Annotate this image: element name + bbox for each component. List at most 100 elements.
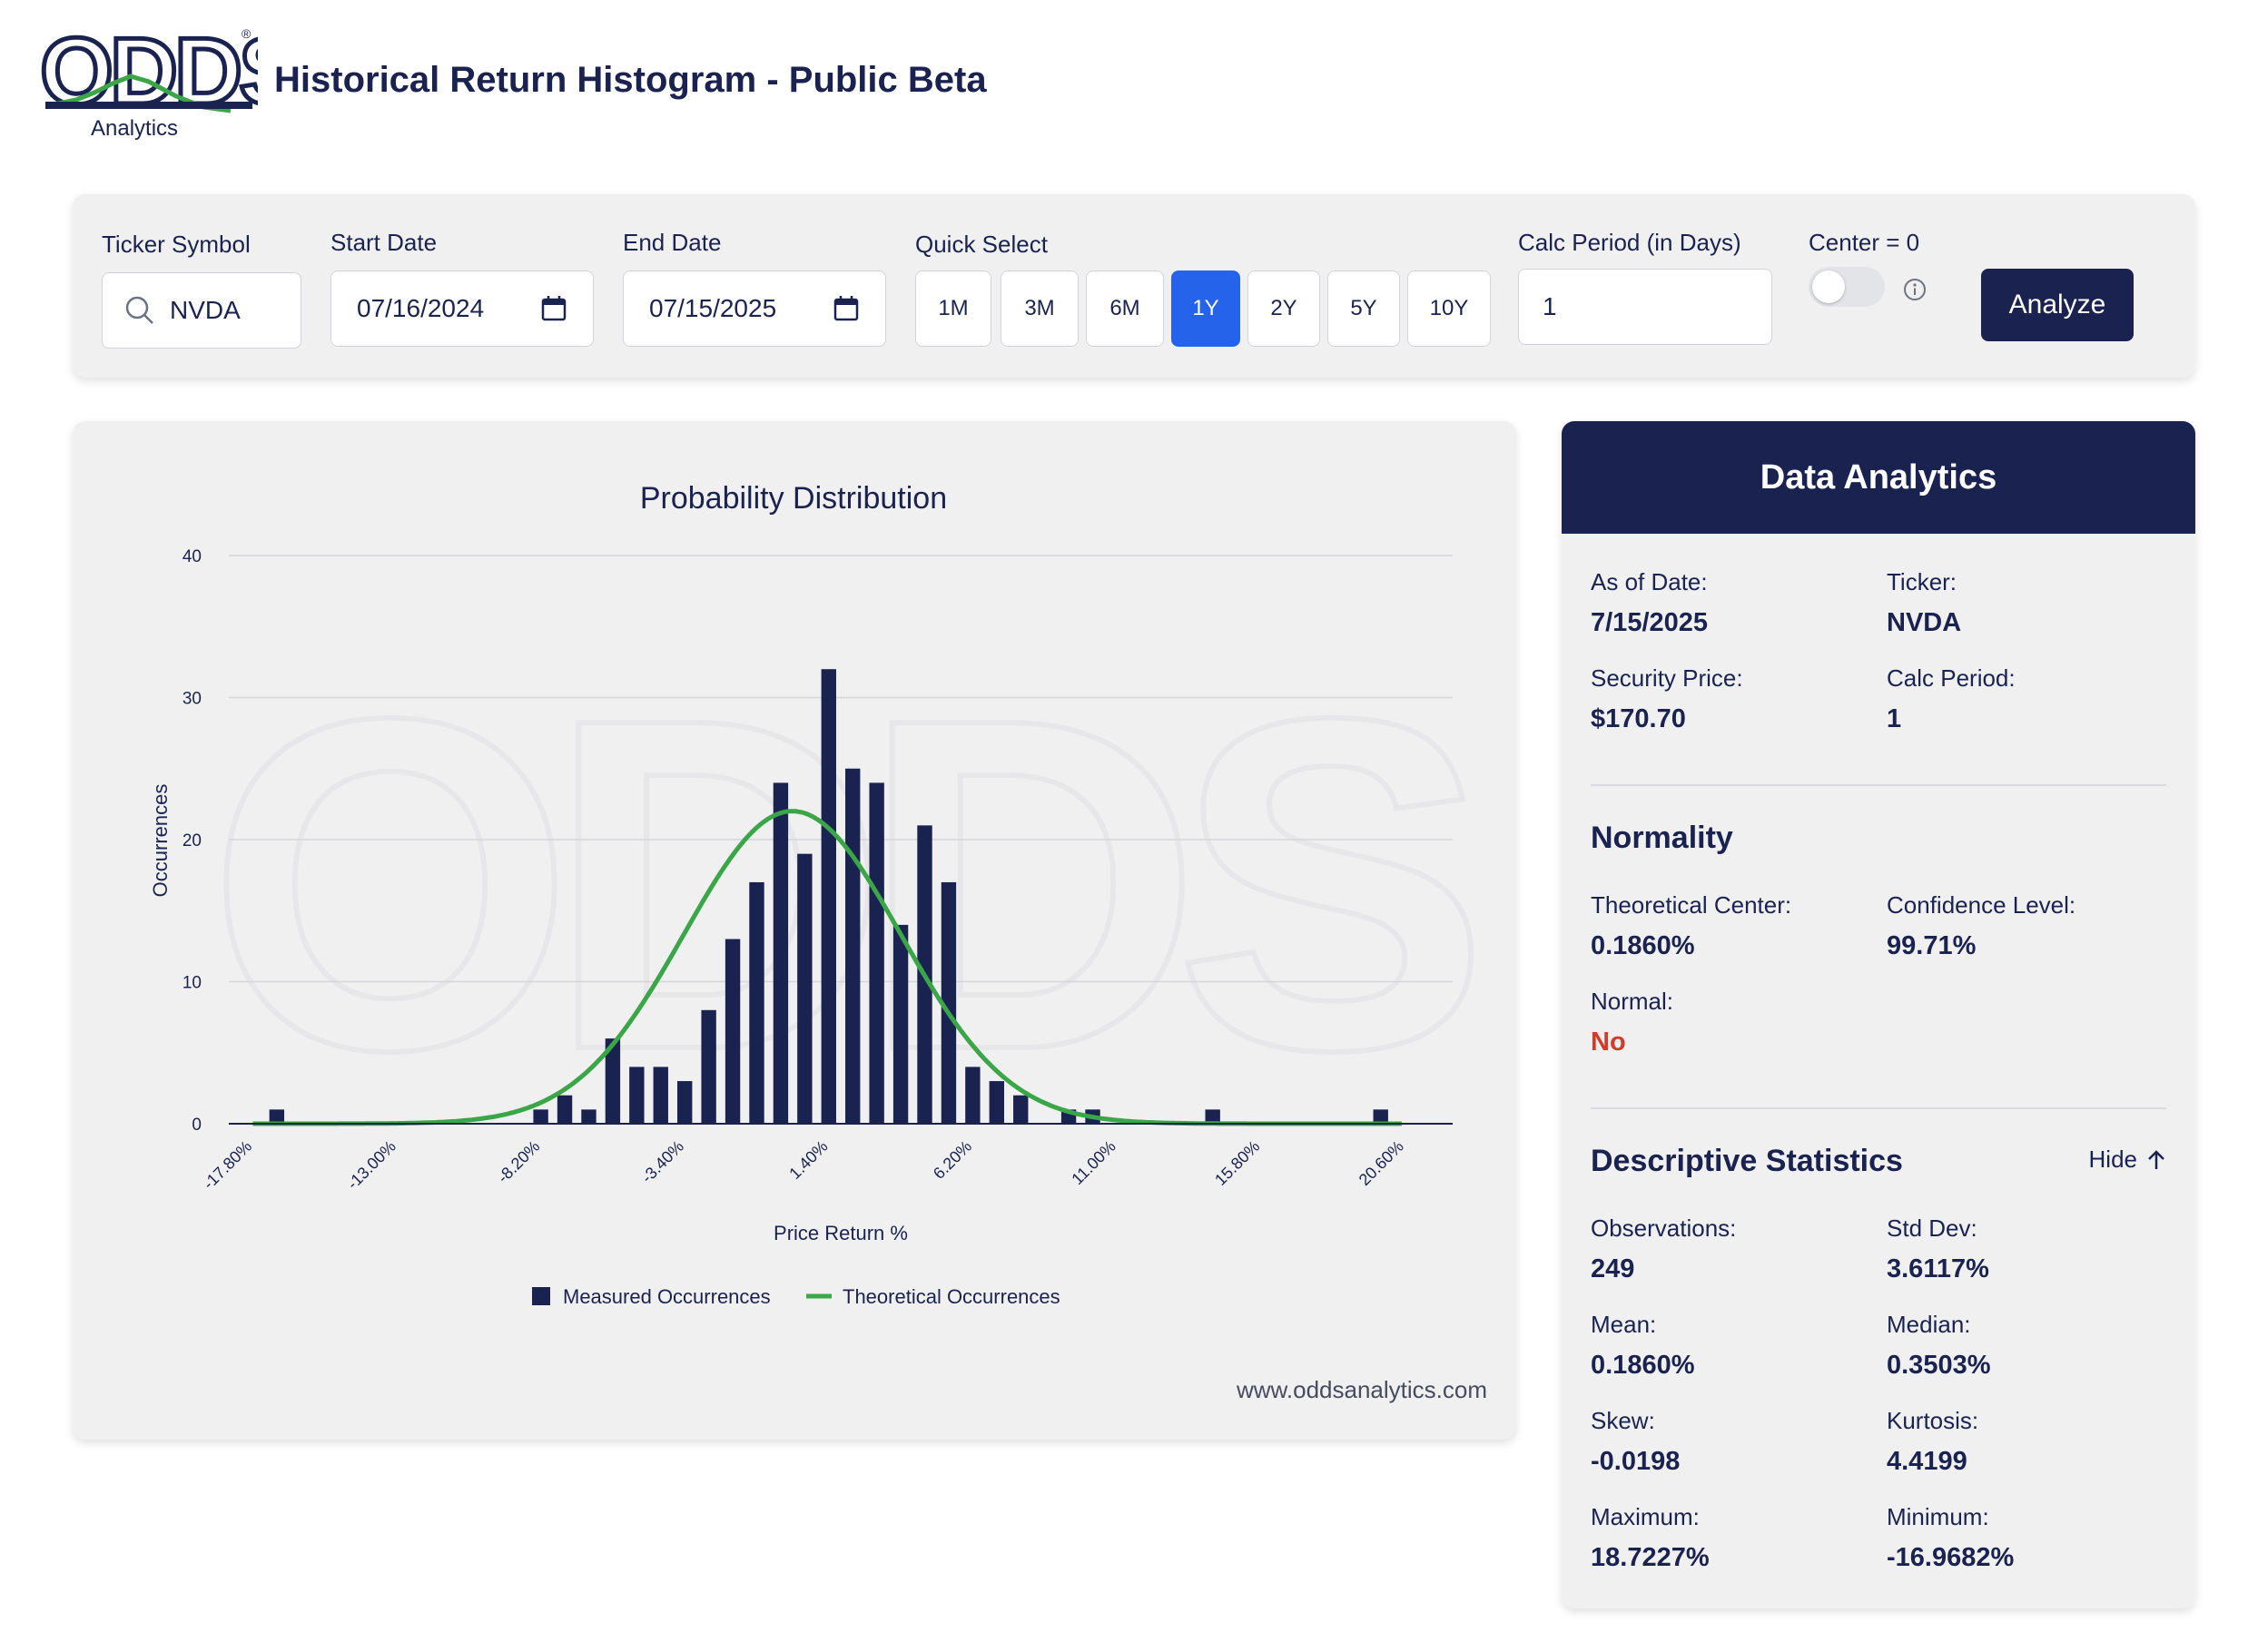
median-label: Median:: [1887, 1311, 1971, 1338]
calc-period-label: Calc Period (in Days): [1518, 229, 1741, 256]
page-title: Historical Return Histogram - Public Bet…: [274, 60, 987, 100]
measured-bar: [653, 1067, 668, 1124]
measured-bar: [533, 1109, 548, 1124]
skew-label: Skew:: [1591, 1407, 1655, 1434]
end-date-value: 07/15/2025: [649, 294, 777, 322]
skew-value: -0.0198: [1591, 1447, 1681, 1476]
center-zero-label: Center = 0: [1809, 229, 1920, 256]
info-icon[interactable]: [1903, 278, 1927, 301]
y-tick-label: 40: [182, 547, 202, 566]
quick-3m-button[interactable]: 3M: [1001, 270, 1079, 347]
measured-bar: [605, 1038, 621, 1124]
median-value: 0.3503%: [1887, 1351, 1991, 1380]
start-date-input[interactable]: 07/16/2024: [330, 270, 594, 347]
theoretical-center-label: Theoretical Center:: [1591, 891, 1792, 919]
quick-6m-button[interactable]: 6M: [1086, 270, 1164, 347]
svg-text:®: ®: [242, 26, 251, 41]
y-axis-label: Occurrences: [149, 784, 172, 898]
quick-1y-button[interactable]: 1Y: [1171, 270, 1240, 347]
descriptive-statistics-title: Descriptive Statistics: [1591, 1144, 1903, 1178]
normal-label: Normal:: [1591, 988, 1674, 1015]
measured-bar: [821, 669, 836, 1124]
calc-period-value: 1: [1887, 704, 1902, 733]
quick-1m-button[interactable]: 1M: [915, 270, 991, 347]
ticker-input[interactable]: NVDA: [102, 272, 301, 349]
measured-bar: [581, 1109, 597, 1124]
minimum-label: Minimum:: [1887, 1503, 1989, 1530]
analyze-button[interactable]: Analyze: [1981, 269, 2134, 341]
search-icon: [125, 296, 153, 324]
measured-bar: [797, 853, 813, 1124]
measured-bar: [725, 939, 741, 1124]
measured-bar: [557, 1095, 573, 1124]
y-tick-label: 30: [182, 690, 202, 709]
ticker-value: NVDA: [1887, 608, 1962, 637]
observations-label: Observations:: [1591, 1214, 1737, 1242]
security-price-label: Security Price:: [1591, 664, 1743, 692]
measured-bar: [1013, 1095, 1029, 1124]
measured-bar: [941, 881, 957, 1124]
calc-period-value: 1: [1543, 292, 1557, 320]
std-dev-value: 3.6117%: [1887, 1254, 1989, 1283]
end-date-label: End Date: [623, 229, 722, 256]
measured-bar: [869, 782, 884, 1124]
start-date-label: Start Date: [330, 229, 438, 256]
ticker-label: Ticker Symbol: [102, 231, 251, 258]
svg-text:ODDS: ODDS: [207, 621, 1477, 1148]
security-price-value: $170.70: [1591, 704, 1686, 733]
arrow-up-icon: [2148, 1149, 2164, 1169]
kurtosis-label: Kurtosis:: [1887, 1407, 1979, 1434]
quick-5y-button[interactable]: 5Y: [1327, 270, 1400, 347]
measured-bar: [749, 881, 764, 1124]
measured-bar: [1205, 1109, 1220, 1124]
confidence-level-value: 99.71%: [1887, 931, 1977, 960]
hide-button[interactable]: Hide: [2089, 1146, 2166, 1174]
measured-bar: [677, 1081, 693, 1124]
logo-subtitle: Analytics: [91, 116, 179, 141]
minimum-value: -16.9682%: [1887, 1543, 2015, 1572]
controls-card: Ticker Symbol NVDA Start Date 07/16/2024…: [73, 194, 2195, 378]
confidence-level-label: Confidence Level:: [1887, 891, 2076, 919]
maximum-value: 18.7227%: [1591, 1543, 1710, 1572]
calendar-icon[interactable]: [540, 295, 567, 322]
as-of-label: As of Date:: [1591, 568, 1708, 595]
measured-bar: [701, 1009, 716, 1124]
maximum-label: Maximum:: [1591, 1503, 1700, 1530]
y-axis-ticks: 0 10 20 30 40: [182, 547, 202, 1135]
mean-value: 0.1860%: [1591, 1351, 1695, 1380]
section-divider: [1591, 1107, 2166, 1109]
measured-bar: [269, 1109, 285, 1124]
measured-bar: [965, 1067, 981, 1124]
measured-bar: [629, 1067, 645, 1124]
x-axis-label: Price Return %: [774, 1222, 908, 1244]
theoretical-center-value: 0.1860%: [1591, 931, 1695, 960]
ticker-label: Ticker:: [1887, 568, 1957, 595]
measured-bar: [989, 1081, 1004, 1124]
center-zero-toggle[interactable]: [1809, 267, 1885, 307]
normality-title: Normality: [1591, 821, 1733, 855]
quick-2y-button[interactable]: 2Y: [1247, 270, 1320, 347]
y-tick-label: 0: [192, 1116, 202, 1135]
quick-10y-button[interactable]: 10Y: [1407, 270, 1491, 347]
y-tick-label: 10: [182, 974, 202, 993]
chart-legend[interactable]: Measured Occurrences Theoretical Occurre…: [532, 1285, 1060, 1308]
end-date-input[interactable]: 07/15/2025: [623, 270, 886, 347]
data-analytics-panel: Data Analytics As of Date: 7/15/2025 Tic…: [1562, 421, 2195, 1608]
measured-bar: [892, 924, 909, 1124]
mean-label: Mean:: [1591, 1311, 1657, 1338]
measured-bar: [773, 782, 789, 1124]
legend-label-measured[interactable]: Measured Occurrences: [563, 1285, 771, 1308]
analytics-title: Data Analytics: [1562, 421, 2195, 534]
observations-value: 249: [1591, 1254, 1635, 1283]
measured-bar: [1373, 1109, 1388, 1124]
toggle-knob: [1812, 270, 1845, 303]
kurtosis-value: 4.4199: [1887, 1447, 1967, 1476]
calendar-icon[interactable]: [833, 295, 860, 322]
legend-swatch-measured: [532, 1287, 550, 1305]
website-watermark: www.oddsanalytics.com: [1237, 1376, 1487, 1403]
y-tick-label: 20: [182, 831, 202, 851]
legend-label-theoretical[interactable]: Theoretical Occurrences: [843, 1285, 1060, 1308]
calc-period-input[interactable]: 1: [1518, 269, 1772, 345]
